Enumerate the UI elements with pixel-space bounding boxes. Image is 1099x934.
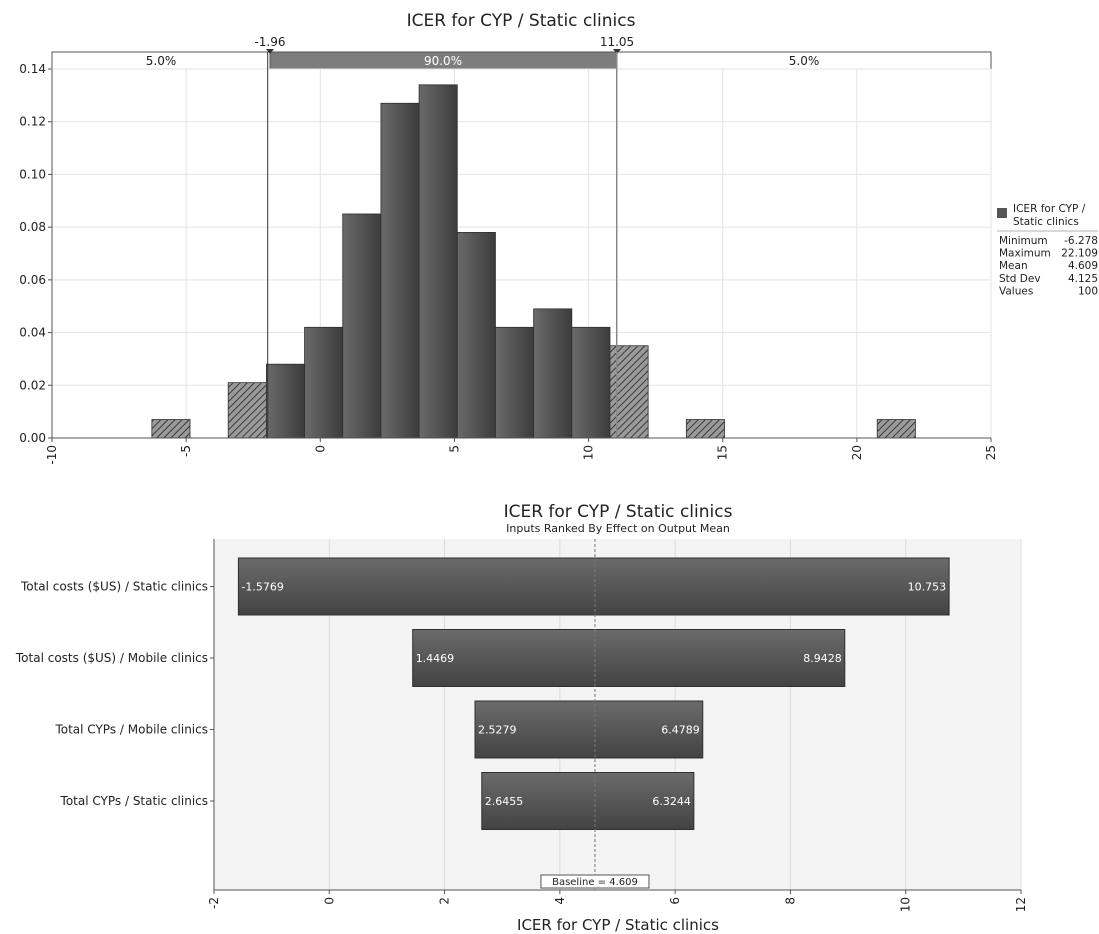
histogram-bar [304, 326, 344, 439]
tornado-bar-low-label: 2.6455 [485, 795, 524, 808]
histogram-title: ICER for CYP / Static clinics [407, 11, 636, 31]
tornado-bar-low-label: -1.5769 [241, 581, 283, 594]
tornado-bar [412, 629, 846, 687]
legend-stat-value: 4.609 [1068, 260, 1098, 272]
histogram-axes [51, 69, 991, 439]
histogram-x-tick-label: 5 [447, 445, 461, 453]
tornado-x-ticks: -2 0 2 4 6 8 10 12 [207, 890, 1028, 912]
histogram-bar [418, 84, 458, 439]
histogram-y-tick-label: 0.10 [19, 167, 46, 181]
histogram-legend: ICER for CYP / Static clinics Minimum -6.… [997, 203, 1098, 297]
histogram-x-tick-label: -5 [179, 445, 193, 457]
legend-stat-label: Mean [999, 260, 1028, 272]
tornado-category-label: Total costs ($US) / Static clinics [20, 580, 208, 594]
histogram-x-tick-label: -10 [45, 445, 59, 465]
histogram-tail-bar [876, 419, 916, 439]
tornado-chart: ICER for CYP / Static clinics Inputs Ran… [15, 502, 1028, 934]
legend-stats: Minimum -6.278 Maximum 22.109 Mean 4.609 Std D… [999, 235, 1098, 297]
histogram-y-tick-label: 0.08 [19, 220, 46, 234]
legend-stat-value: 100 [1078, 285, 1098, 297]
tornado-bar-high-label: 10.753 [908, 581, 947, 594]
tornado-bar-low-label: 2.5279 [478, 724, 517, 737]
histogram-x-tick-label: 15 [716, 445, 730, 460]
interval-upper-label: 11.05 [600, 35, 634, 49]
interval-lines [267, 52, 618, 438]
tornado-bar [481, 772, 695, 830]
legend-stat-label: Values [999, 285, 1033, 297]
legend-stat-value: 22.109 [1061, 248, 1098, 260]
baseline-label-box [540, 874, 650, 889]
tornado-category-label: Total costs ($US) / Mobile clinics [15, 651, 208, 665]
histogram-bar [342, 213, 382, 439]
tornado-category-label: Total CYPs / Static clinics [60, 794, 208, 808]
tornado-x-tick-label: 2 [438, 897, 452, 905]
tornado-title: ICER for CYP / Static clinics [504, 502, 733, 522]
interval-lower-label: -1.96 [254, 35, 285, 49]
histogram-tail-bar [609, 345, 649, 439]
tornado-axes [213, 539, 1021, 891]
histogram-y-tick-label: 0.00 [19, 431, 46, 445]
legend-series-name-line1: ICER for CYP / [1013, 203, 1086, 215]
tornado-bar-high-label: 8.9428 [803, 652, 842, 665]
tornado-x-tick-label: 6 [668, 897, 682, 905]
histogram-bar [533, 308, 573, 439]
legend-stat-label: Std Dev [999, 273, 1041, 285]
legend-stat-label: Maximum [999, 248, 1051, 260]
histogram-y-tick-label: 0.06 [19, 273, 46, 287]
tornado-bar-high-label: 6.4789 [661, 724, 700, 737]
tornado-bar-low-label: 1.4469 [416, 652, 455, 665]
tornado-category-labels: Total costs ($US) / Static clinics Total … [15, 580, 214, 808]
interval-right-pct: 5.0% [789, 54, 820, 68]
interval-left-pct: 5.0% [146, 54, 177, 68]
histogram-tail-bar [151, 419, 191, 439]
histogram-x-tick-label: 10 [582, 445, 596, 460]
legend-stat-label: Minimum [999, 235, 1048, 247]
histogram-bar [495, 326, 535, 439]
tornado-bar-high-label: 6.3244 [652, 795, 691, 808]
histogram-y-tick-label: 0.14 [19, 62, 46, 76]
tornado-x-axis-label: ICER for CYP / Static clinics [517, 916, 719, 934]
legend-stat-value: -6.278 [1064, 235, 1098, 247]
histogram-x-tick-label: 0 [313, 445, 327, 453]
interval-upper-marker [613, 49, 621, 54]
tornado-x-tick-label: 0 [322, 897, 336, 905]
legend-swatch [997, 208, 1007, 218]
histogram-y-tick-label: 0.12 [19, 115, 46, 129]
tornado-x-tick-label: -2 [207, 897, 221, 909]
legend-series-name-line2: Static clinics [1013, 216, 1079, 228]
tornado-subtitle: Inputs Ranked By Effect on Output Mean [506, 522, 730, 535]
histogram-x-ticks: -10 -5 0 5 10 15 20 25 [45, 438, 998, 465]
interval-bar: 5.0% 90.0% 5.0% -1.96 11.05 [51, 35, 992, 70]
tornado-bar [474, 700, 704, 759]
tornado-x-tick-label: 8 [783, 897, 797, 905]
histogram-x-tick-label: 25 [984, 445, 998, 460]
histogram-y-tick-label: 0.02 [19, 378, 46, 392]
tornado-x-tick-label: 4 [553, 897, 567, 905]
histogram-bar [456, 232, 496, 439]
tornado-baseline: Baseline = 4.609 [540, 539, 650, 890]
histogram-bar [265, 363, 305, 439]
histogram-y-tick-label: 0.04 [19, 326, 46, 340]
tornado-category-label: Total CYPs / Mobile clinics [54, 723, 208, 737]
interval-lower-marker [266, 49, 274, 54]
histogram-bar [571, 326, 611, 439]
tornado-bars: -1.5769 10.753 1.4469 8.9428 2.5279 6.4789 2.6… [237, 557, 950, 830]
histogram-bars [151, 84, 916, 439]
legend-stat-value: 4.125 [1068, 273, 1098, 285]
tornado-x-tick-label: 12 [1014, 897, 1028, 912]
histogram-tail-bar [227, 382, 267, 439]
tornado-x-tick-label: 10 [899, 897, 913, 912]
tornado-bar [237, 557, 950, 616]
histogram-tail-bar [685, 419, 725, 439]
baseline-label: Baseline = 4.609 [552, 877, 638, 888]
histogram-y-ticks: 0.00 0.02 0.04 0.06 0.08 0.10 0.12 0.14 [19, 62, 52, 445]
histogram-bar [380, 102, 420, 439]
histogram-chart: ICER for CYP / Static clinics 5.0% 90.0%… [19, 11, 1098, 465]
interval-center-pct: 90.0% [424, 54, 462, 68]
histogram-x-tick-label: 20 [850, 445, 864, 460]
